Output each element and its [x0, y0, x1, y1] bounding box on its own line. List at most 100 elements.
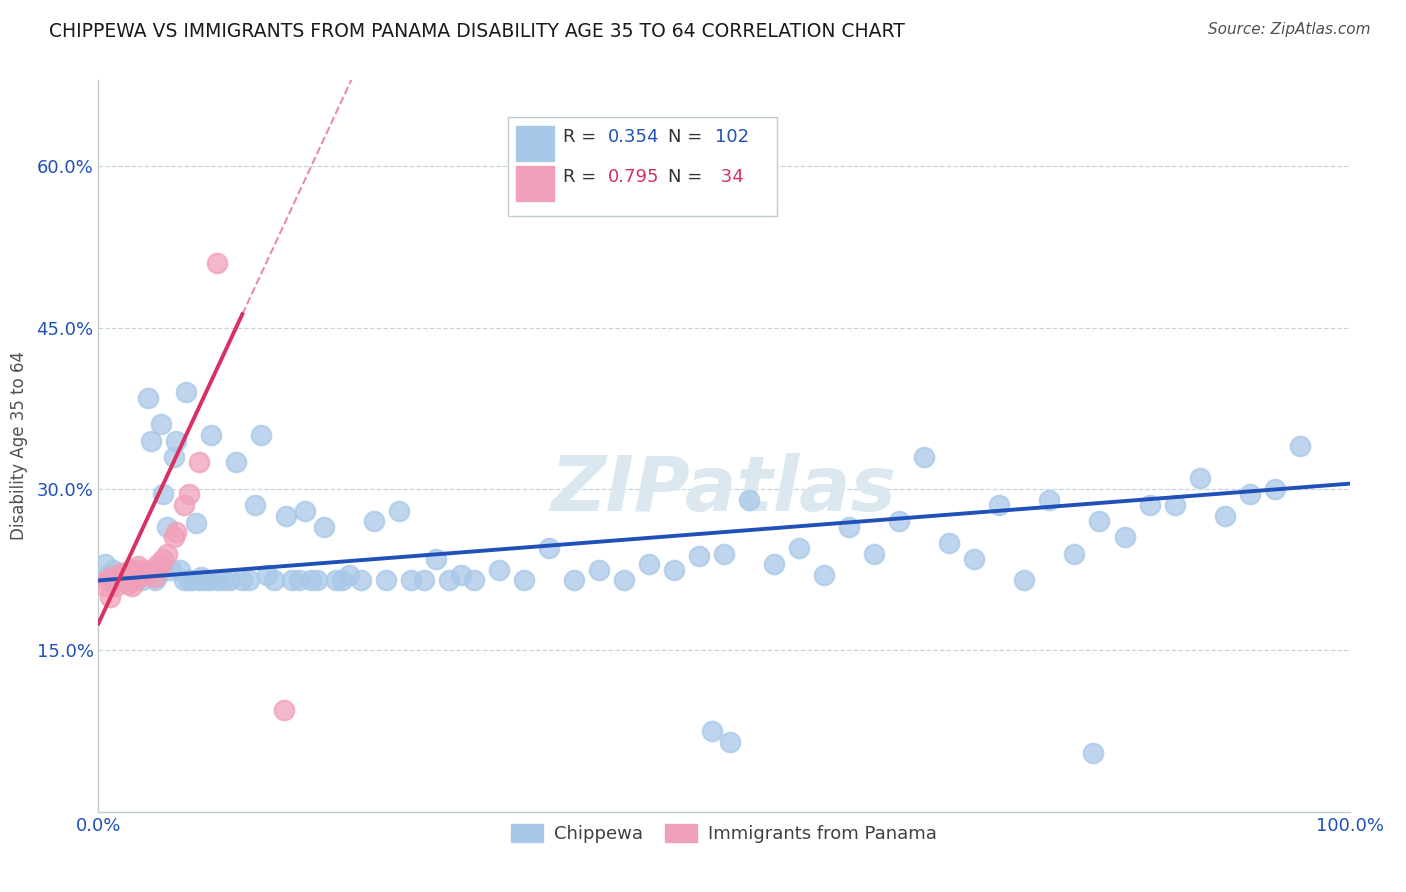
Point	[638, 558, 661, 572]
Point	[112, 570, 135, 584]
Point	[562, 574, 585, 588]
Point	[738, 492, 761, 507]
Point	[110, 570, 132, 584]
Point	[488, 563, 510, 577]
Point	[112, 566, 135, 580]
Point	[287, 574, 309, 588]
Point	[190, 570, 212, 584]
Text: R =: R =	[562, 128, 602, 145]
Point	[273, 702, 295, 716]
Point	[177, 487, 200, 501]
Point	[184, 516, 207, 531]
Point	[108, 568, 131, 582]
Point	[281, 574, 304, 588]
Point	[1264, 482, 1286, 496]
Point	[1014, 574, 1036, 588]
Point	[332, 574, 354, 588]
Point	[173, 498, 195, 512]
Point	[138, 566, 160, 580]
Point	[174, 385, 197, 400]
Point	[194, 574, 217, 588]
Point	[98, 590, 121, 604]
Point	[238, 574, 260, 588]
Text: 0.354: 0.354	[607, 128, 659, 145]
Point	[200, 428, 222, 442]
Point	[725, 164, 748, 178]
Point	[96, 574, 118, 588]
Point	[104, 579, 127, 593]
Point	[125, 574, 148, 588]
Point	[100, 574, 122, 588]
Point	[231, 574, 253, 588]
Legend: Chippewa, Immigrants from Panama: Chippewa, Immigrants from Panama	[503, 816, 945, 850]
FancyBboxPatch shape	[508, 117, 776, 216]
Point	[162, 530, 184, 544]
Point	[165, 434, 187, 448]
Point	[115, 574, 138, 588]
Point	[250, 428, 273, 442]
Point	[160, 563, 183, 577]
Point	[127, 570, 149, 584]
Point	[169, 563, 191, 577]
Point	[177, 574, 200, 588]
Point	[118, 563, 141, 577]
Point	[988, 498, 1011, 512]
Point	[181, 574, 204, 588]
Point	[1063, 547, 1085, 561]
Point	[889, 514, 911, 528]
Point	[437, 574, 460, 588]
Point	[97, 568, 120, 582]
Point	[1114, 530, 1136, 544]
Text: N =: N =	[668, 128, 707, 145]
Point	[135, 568, 157, 582]
Point	[274, 508, 298, 523]
Point	[218, 574, 240, 588]
Point	[115, 574, 138, 588]
Point	[156, 519, 179, 533]
Point	[148, 568, 170, 582]
Point	[350, 574, 373, 588]
Point	[131, 563, 153, 577]
Point	[152, 487, 174, 501]
Text: ZIPatlas: ZIPatlas	[551, 453, 897, 527]
Point	[173, 574, 195, 588]
Point	[713, 547, 735, 561]
Point	[1163, 498, 1185, 512]
Point	[613, 574, 636, 588]
Point	[165, 524, 187, 539]
Point	[110, 566, 132, 580]
Point	[1139, 498, 1161, 512]
Point	[938, 536, 960, 550]
Point	[263, 574, 285, 588]
Point	[363, 514, 385, 528]
Text: Source: ZipAtlas.com: Source: ZipAtlas.com	[1208, 22, 1371, 37]
Point	[129, 566, 152, 580]
Point	[912, 450, 935, 464]
Point	[143, 574, 166, 588]
Point	[863, 547, 886, 561]
Point	[103, 563, 125, 577]
Point	[963, 552, 986, 566]
Point	[225, 455, 247, 469]
Point	[312, 519, 335, 533]
Point	[1239, 487, 1261, 501]
Point	[763, 558, 786, 572]
Point	[125, 568, 148, 582]
Point	[127, 559, 149, 574]
Point	[135, 566, 157, 580]
Point	[187, 455, 209, 469]
Point	[93, 579, 115, 593]
Point	[100, 570, 122, 584]
Point	[105, 574, 128, 588]
Point	[152, 552, 174, 566]
Point	[139, 434, 162, 448]
Point	[197, 574, 219, 588]
Point	[150, 417, 173, 432]
Point	[337, 568, 360, 582]
Point	[162, 450, 184, 464]
Point	[131, 574, 153, 588]
Point	[1288, 439, 1310, 453]
Text: R =: R =	[562, 168, 602, 186]
Point	[463, 574, 485, 588]
Point	[1038, 492, 1060, 507]
